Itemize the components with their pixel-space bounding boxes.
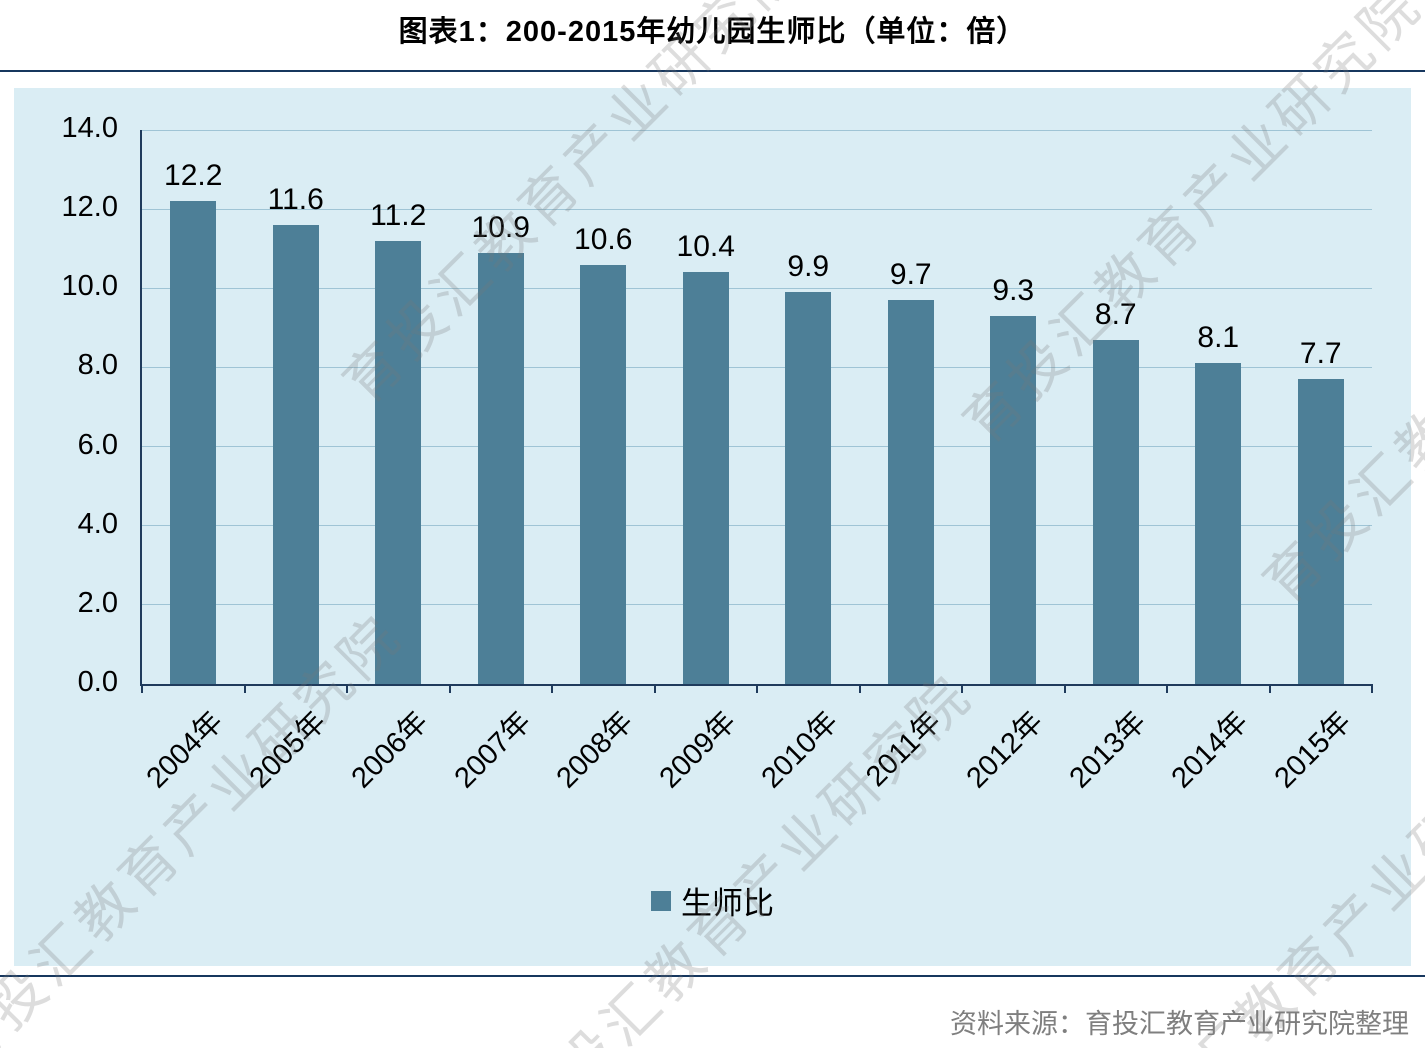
bar-value-label: 11.6 bbox=[267, 182, 324, 216]
bar-value-label: 10.6 bbox=[574, 222, 633, 256]
y-axis-label: 4.0 bbox=[77, 507, 118, 540]
gridline bbox=[142, 525, 1372, 527]
bar bbox=[1092, 339, 1139, 684]
chart-title: 图表1：200-2015年幼儿园生师比（单位：倍） bbox=[398, 16, 1027, 48]
gridline bbox=[142, 366, 1372, 368]
gridline bbox=[142, 208, 1372, 210]
bar bbox=[580, 264, 627, 684]
chart-panel: 0.0 2.0 4.0 6.0 8.0 10.0 12.0 14.0 12.2 2004年 11.6… bbox=[14, 88, 1411, 966]
gridline bbox=[142, 446, 1372, 448]
bar bbox=[682, 272, 729, 684]
x-axis-tick bbox=[653, 684, 656, 693]
x-axis-tick bbox=[1166, 684, 1168, 693]
bar-value-label: 9.7 bbox=[889, 258, 932, 292]
bar bbox=[887, 300, 934, 684]
bar-value-label: 7.7 bbox=[1299, 337, 1342, 371]
bar bbox=[477, 252, 524, 684]
gridline bbox=[142, 604, 1372, 606]
bar bbox=[375, 240, 422, 684]
bar-value-label: 10.9 bbox=[471, 210, 530, 244]
bar-value-label: 12.2 bbox=[164, 159, 223, 193]
bar bbox=[990, 316, 1037, 684]
bar-value-label: 8.7 bbox=[1094, 297, 1137, 331]
x-axis-tick bbox=[858, 684, 861, 693]
bar bbox=[272, 224, 319, 684]
y-axis-label: 10.0 bbox=[61, 270, 118, 303]
y-axis-label: 14.0 bbox=[61, 112, 118, 144]
bar bbox=[785, 292, 832, 684]
x-axis-tick bbox=[756, 684, 758, 693]
plot-area: 0.0 2.0 4.0 6.0 8.0 10.0 12.0 14.0 12.2 2004年 11.6… bbox=[62, 112, 1373, 794]
legend-swatch-icon bbox=[651, 890, 671, 911]
bar-value-label: 8.1 bbox=[1197, 321, 1240, 355]
y-axis-label: 0.0 bbox=[77, 666, 118, 698]
bar-value-label: 10.4 bbox=[676, 230, 735, 264]
bar bbox=[170, 201, 217, 684]
bar-value-label: 11.2 bbox=[370, 198, 427, 232]
y-axis-label: 2.0 bbox=[77, 586, 118, 619]
gridline bbox=[142, 129, 1372, 131]
x-axis-tick bbox=[448, 684, 451, 693]
x-axis-tick bbox=[346, 684, 348, 693]
source-note: 资料来源：育投汇教育产业研究院整理 bbox=[950, 1009, 1409, 1039]
bar-value-label: 9.3 bbox=[992, 274, 1035, 307]
bottom-divider bbox=[0, 975, 1425, 977]
x-axis-tick bbox=[243, 684, 246, 693]
y-axis-label: 6.0 bbox=[77, 428, 118, 461]
gridline bbox=[142, 287, 1372, 289]
bar bbox=[1297, 379, 1344, 684]
bar bbox=[1195, 363, 1242, 684]
legend: 生师比 bbox=[14, 878, 1411, 923]
y-axis-label: 12.0 bbox=[61, 191, 118, 224]
x-axis-tick bbox=[551, 684, 553, 693]
x-axis-tick bbox=[1063, 684, 1066, 693]
y-axis-label: 8.0 bbox=[77, 349, 118, 382]
top-divider bbox=[0, 70, 1425, 72]
x-axis-tick bbox=[961, 684, 963, 693]
x-axis-tick bbox=[1268, 684, 1271, 693]
x-axis-tick bbox=[141, 684, 143, 693]
x-axis-tick bbox=[1371, 684, 1373, 693]
legend-label: 生师比 bbox=[681, 886, 774, 921]
bar-value-label: 9.9 bbox=[787, 250, 830, 284]
